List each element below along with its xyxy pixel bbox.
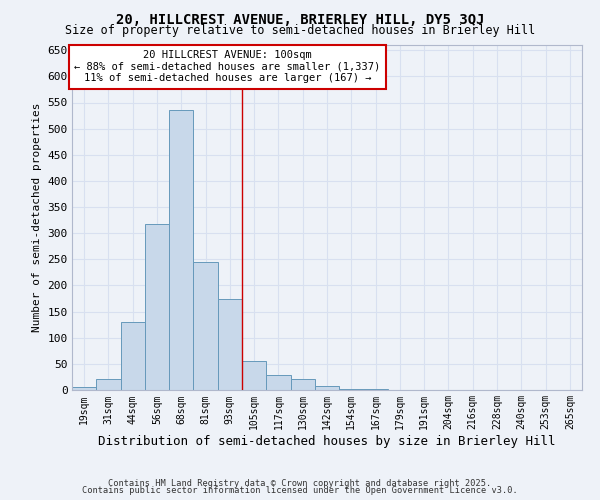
Bar <box>242 361 266 390</box>
Bar <box>145 224 169 390</box>
Y-axis label: Number of semi-detached properties: Number of semi-detached properties <box>32 103 42 332</box>
Text: Contains public sector information licensed under the Open Government Licence v3: Contains public sector information licen… <box>82 486 518 495</box>
Bar <box>218 298 242 390</box>
Text: Contains HM Land Registry data © Crown copyright and database right 2025.: Contains HM Land Registry data © Crown c… <box>109 478 491 488</box>
Bar <box>169 110 193 390</box>
Text: 20 HILLCREST AVENUE: 100sqm
← 88% of semi-detached houses are smaller (1,337)
11: 20 HILLCREST AVENUE: 100sqm ← 88% of sem… <box>74 50 380 84</box>
Bar <box>339 389 364 390</box>
X-axis label: Distribution of semi-detached houses by size in Brierley Hill: Distribution of semi-detached houses by … <box>98 435 556 448</box>
Bar <box>121 322 145 390</box>
Bar <box>96 378 121 390</box>
Bar <box>290 378 315 390</box>
Text: Size of property relative to semi-detached houses in Brierley Hill: Size of property relative to semi-detach… <box>65 24 535 37</box>
Text: 20, HILLCREST AVENUE, BRIERLEY HILL, DY5 3QJ: 20, HILLCREST AVENUE, BRIERLEY HILL, DY5… <box>116 12 484 26</box>
Bar <box>315 386 339 390</box>
Bar <box>193 262 218 390</box>
Bar <box>266 376 290 390</box>
Bar <box>72 388 96 390</box>
